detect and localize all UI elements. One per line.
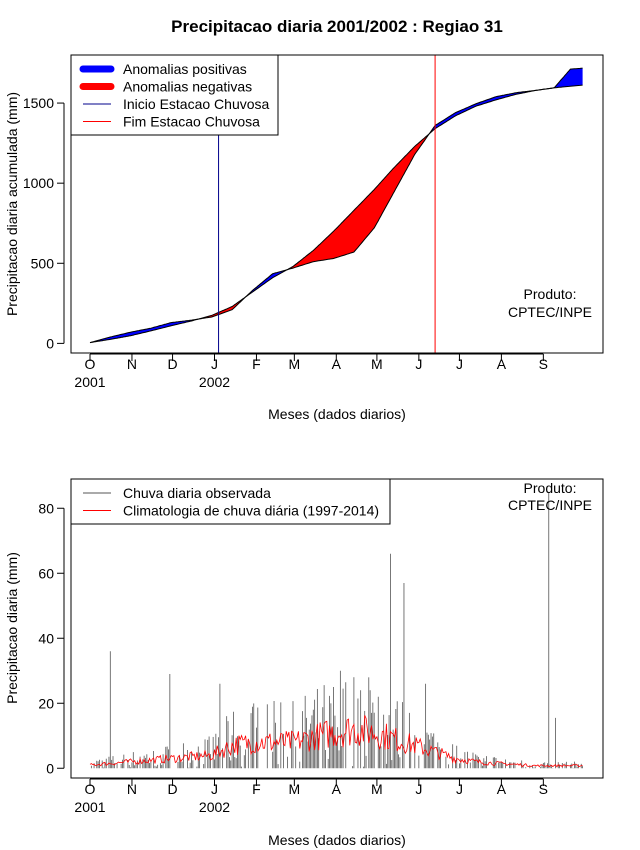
- bottom-legend-label: Chuva diaria observada: [123, 485, 271, 501]
- top-x-tick-label: S: [539, 356, 548, 372]
- top-x-tick-label: A: [497, 356, 507, 372]
- top-x-tick-label: J: [211, 356, 218, 372]
- bottom-x-tick-label: A: [332, 781, 342, 797]
- top-x-tick-label: M: [371, 356, 383, 372]
- bottom-y-tick-label: 0: [46, 760, 54, 776]
- negative-anomaly-area: [199, 296, 246, 319]
- bottom-x-tick-label: S: [539, 781, 548, 797]
- top-legend-label: Inicio Estacao Chuvosa: [123, 96, 270, 112]
- bottom-product-source: CPTEC/INPE: [508, 497, 592, 513]
- bottom-x-tick-label: M: [371, 781, 383, 797]
- top-y-tick-label: 1500: [23, 95, 54, 111]
- bottom-x-tick-label: J: [456, 781, 463, 797]
- bottom-x-tick-label: J: [211, 781, 218, 797]
- top-product-source: CPTEC/INPE: [508, 304, 592, 320]
- top-legend-label: Anomalias positivas: [123, 61, 247, 77]
- observed-accumulated-line: [89, 67, 583, 344]
- top-x-tick-label: D: [167, 356, 177, 372]
- climatology-daily-line: [89, 715, 583, 768]
- bottom-x-tick-label: O: [85, 781, 96, 797]
- bottom-x-tick-label: N: [127, 781, 137, 797]
- top-x-tick-label: J: [415, 356, 422, 372]
- top-x-tick-label: J: [456, 356, 463, 372]
- bottom-legend-box: [70, 478, 391, 525]
- top-y-axis-label: Precipitacao diaria acumulada (mm): [4, 92, 20, 316]
- bottom-y-tick-label: 40: [38, 630, 54, 646]
- bottom-y-tick-label: 60: [38, 565, 54, 581]
- chart-title: Precipitacao diaria 2001/2002 : Regiao 3…: [171, 17, 503, 36]
- top-y-tick-label: 500: [31, 255, 55, 271]
- top-year-label: 2002: [199, 374, 230, 390]
- top-product-label: Produto:: [524, 286, 577, 302]
- bottom-x-tick-label: F: [252, 781, 261, 797]
- top-x-tick-label: M: [289, 356, 301, 372]
- top-y-tick-label: 1000: [23, 175, 54, 191]
- bottom-y-tick-label: 80: [38, 500, 54, 516]
- positive-anomaly-area: [429, 68, 583, 134]
- top-x-tick-label: A: [332, 356, 342, 372]
- bottom-product-label: Produto:: [524, 480, 577, 496]
- top-x-tick-label: O: [85, 356, 96, 372]
- top-year-label: 2001: [74, 374, 105, 390]
- bottom-y-axis-label: Precipitacao diaria (mm): [4, 552, 20, 704]
- climatology-accumulated-line: [89, 84, 583, 344]
- top-y-tick-label: 0: [46, 335, 54, 351]
- accumulated-precip-panel: O N D J F M A M J J A S 2001 2002 0 500 1000 1500 Anomalia…: [23, 54, 604, 390]
- top-plot-frame: [70, 54, 604, 354]
- positive-anomaly-area: [90, 318, 200, 343]
- top-x-tick-label: N: [127, 356, 137, 372]
- bottom-x-tick-label: D: [167, 781, 177, 797]
- bottom-legend-label: Climatologia de chuva diária (1997-2014): [123, 503, 379, 519]
- bottom-x-tick-label: A: [497, 781, 507, 797]
- bottom-year-label: 2001: [74, 799, 105, 815]
- top-x-tick-label: F: [252, 356, 261, 372]
- daily-precip-panel: O N D J F M A M J J A S 2001 2002 0 20 40 60 80 Chuva diari…: [38, 478, 604, 815]
- bottom-year-label: 2002: [199, 799, 230, 815]
- bottom-y-tick-label: 20: [38, 695, 54, 711]
- bottom-x-tick-label: M: [289, 781, 301, 797]
- negative-anomaly-area: [287, 133, 430, 270]
- top-legend-label: Anomalias negativas: [123, 79, 252, 95]
- bottom-x-tick-label: J: [415, 781, 422, 797]
- bottom-x-axis-label: Meses (dados diarios): [268, 832, 406, 848]
- top-legend-label: Fim Estacao Chuvosa: [123, 114, 260, 130]
- top-x-axis-label: Meses (dados diarios): [268, 406, 406, 422]
